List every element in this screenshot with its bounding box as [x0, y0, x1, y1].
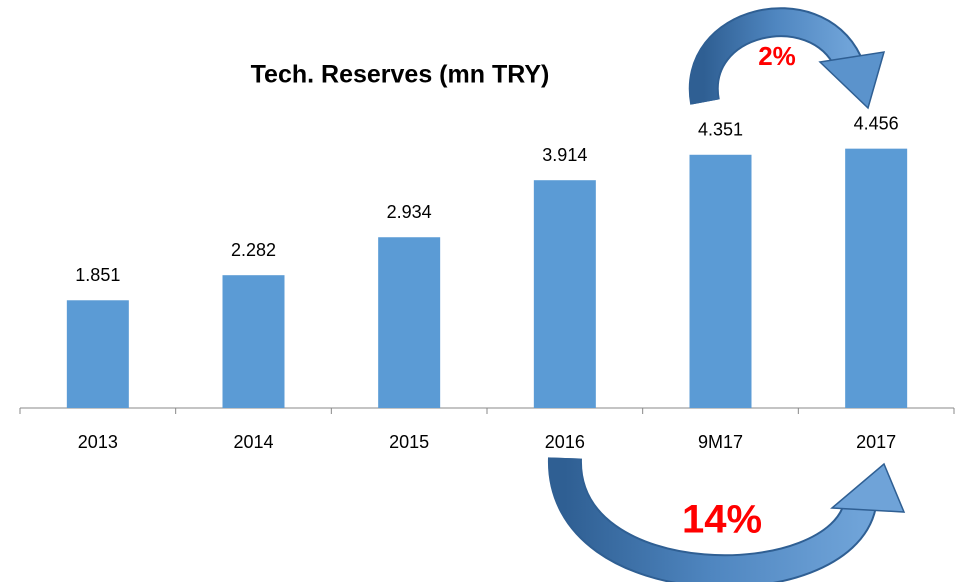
bar	[378, 237, 441, 408]
x-tick-label: 2013	[78, 432, 118, 452]
x-tick-label: 2017	[856, 432, 896, 452]
data-label: 4.351	[698, 120, 743, 140]
x-tick-label: 2014	[233, 432, 273, 452]
bar	[533, 180, 596, 408]
chart-title: Tech. Reserves (mn TRY)	[251, 61, 550, 89]
x-tick-label: 2016	[545, 432, 585, 452]
annotation: 14%	[682, 498, 762, 542]
bar	[222, 275, 285, 408]
data-label: 2.282	[231, 240, 276, 260]
bar	[845, 148, 908, 408]
bottom-arrow	[547, 457, 906, 582]
annotation: 2%	[758, 41, 796, 71]
bar	[689, 154, 752, 408]
top-arrow	[688, 7, 886, 110]
data-label: 1.851	[75, 265, 120, 285]
bar	[66, 300, 129, 408]
data-label: 4.456	[854, 113, 899, 133]
data-label: 2.934	[387, 202, 432, 222]
data-label: 3.914	[542, 145, 587, 165]
x-tick-label: 9M17	[698, 432, 743, 452]
x-tick-label: 2015	[389, 432, 429, 452]
